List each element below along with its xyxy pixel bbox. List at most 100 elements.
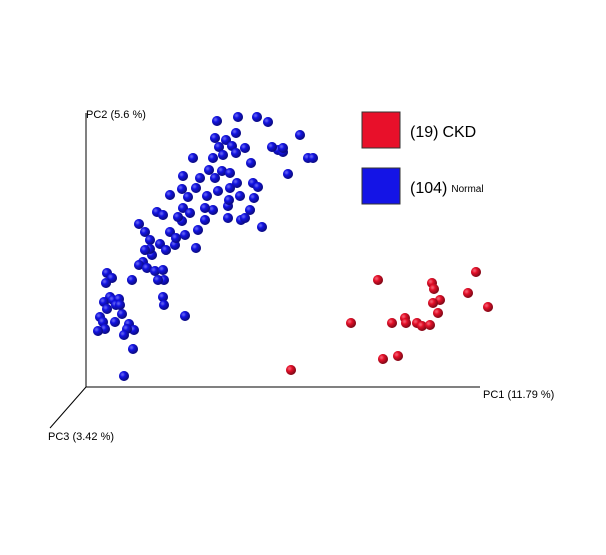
point	[346, 318, 356, 328]
points	[93, 112, 493, 381]
point	[463, 288, 473, 298]
point	[210, 133, 220, 143]
point	[240, 213, 250, 223]
point	[249, 193, 259, 203]
point	[257, 222, 267, 232]
point	[387, 318, 397, 328]
point	[378, 354, 388, 364]
point	[263, 117, 273, 127]
point	[119, 371, 129, 381]
point	[401, 318, 411, 328]
point	[223, 213, 233, 223]
legend-name: CKD	[442, 124, 476, 141]
legend: (19) CKD (104) Normal	[361, 111, 484, 205]
point	[202, 191, 212, 201]
point	[231, 148, 241, 158]
point	[180, 230, 190, 240]
point	[235, 191, 245, 201]
point	[93, 326, 103, 336]
point	[417, 321, 427, 331]
legend-count: (19)	[410, 124, 438, 141]
point	[200, 203, 210, 213]
point	[283, 169, 293, 179]
point	[308, 153, 318, 163]
point	[245, 205, 255, 215]
legend-name: Normal	[451, 184, 483, 195]
point	[173, 212, 183, 222]
point	[158, 292, 168, 302]
point	[142, 263, 152, 273]
point	[153, 275, 163, 285]
point	[128, 344, 138, 354]
point	[195, 173, 205, 183]
point	[428, 298, 438, 308]
point	[158, 210, 168, 220]
point	[159, 300, 169, 310]
point	[178, 203, 188, 213]
point	[232, 178, 242, 188]
point	[134, 260, 144, 270]
point	[119, 330, 129, 340]
point	[115, 300, 125, 310]
z-axis-label: PC3 (3.42 %)	[48, 431, 114, 443]
point	[240, 143, 250, 153]
point	[165, 190, 175, 200]
point	[191, 183, 201, 193]
point	[117, 309, 127, 319]
point	[433, 308, 443, 318]
z-axis	[49, 386, 87, 429]
point	[295, 130, 305, 140]
point	[180, 311, 190, 321]
point	[231, 128, 241, 138]
point	[110, 317, 120, 327]
point	[213, 186, 223, 196]
point	[425, 320, 435, 330]
point	[158, 265, 168, 275]
point	[127, 275, 137, 285]
legend-label: (104) Normal	[410, 180, 484, 197]
point	[253, 182, 263, 192]
point	[252, 112, 262, 122]
point	[140, 245, 150, 255]
point	[101, 278, 111, 288]
point	[200, 215, 210, 225]
point	[178, 171, 188, 181]
point	[483, 302, 493, 312]
legend-swatch	[361, 111, 401, 149]
point	[204, 165, 214, 175]
point	[145, 235, 155, 245]
point	[191, 243, 201, 253]
point	[188, 153, 198, 163]
point	[150, 266, 160, 276]
point	[233, 112, 243, 122]
point	[429, 284, 439, 294]
point	[210, 173, 220, 183]
point	[193, 225, 203, 235]
point	[218, 150, 228, 160]
x-axis-label: PC1 (11.79 %)	[483, 389, 554, 401]
legend-swatch	[361, 167, 401, 205]
point	[286, 365, 296, 375]
point	[225, 168, 235, 178]
point	[177, 184, 187, 194]
point	[217, 166, 227, 176]
point	[208, 205, 218, 215]
point	[161, 245, 171, 255]
point	[224, 195, 234, 205]
point	[373, 275, 383, 285]
point	[393, 351, 403, 361]
point	[214, 142, 224, 152]
point	[471, 267, 481, 277]
point	[183, 192, 193, 202]
point	[140, 227, 150, 237]
point	[102, 304, 112, 314]
legend-count: (104)	[410, 180, 447, 197]
legend-label: (19) CKD	[410, 124, 476, 141]
point	[212, 116, 222, 126]
point	[208, 153, 218, 163]
point	[134, 219, 144, 229]
point	[278, 143, 288, 153]
point	[171, 233, 181, 243]
y-axis-label: PC2 (5.6 %)	[86, 109, 146, 121]
